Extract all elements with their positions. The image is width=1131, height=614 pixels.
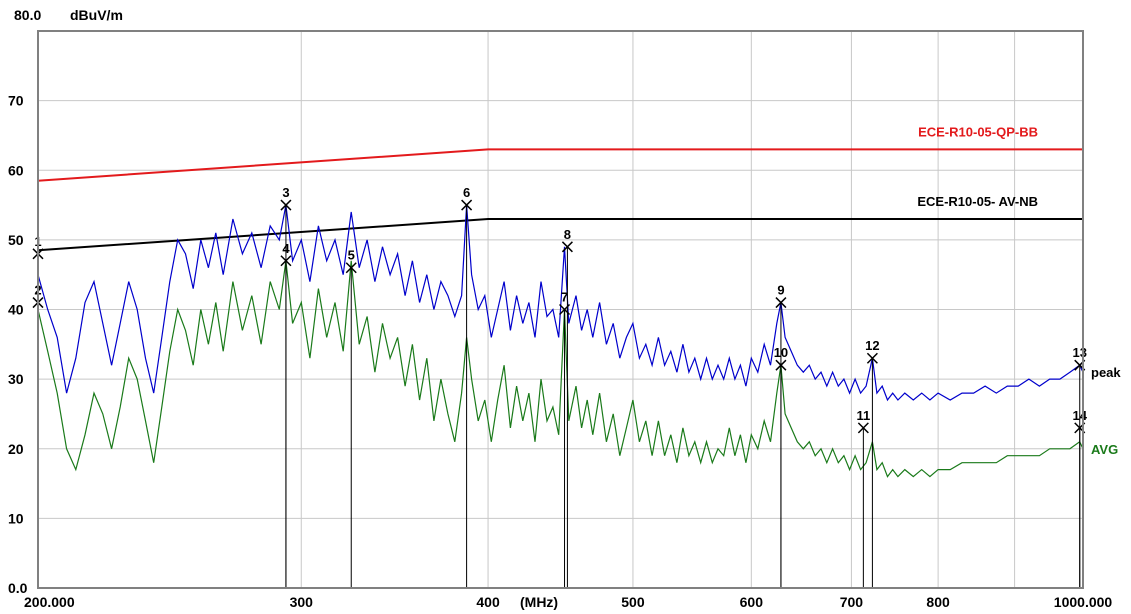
- marker-label: 14: [1073, 408, 1088, 423]
- marker-label: 3: [282, 185, 289, 200]
- x-tick-label: 800: [926, 594, 950, 610]
- series-label-peak: peak: [1091, 365, 1121, 380]
- x-tick-label: 200.000: [24, 594, 75, 610]
- limit-line-label: ECE-R10-05-QP-BB: [918, 124, 1038, 139]
- marker-label: 4: [282, 241, 290, 256]
- marker-label: 12: [865, 338, 879, 353]
- y-tick-label: 60: [8, 162, 24, 178]
- marker-label: 13: [1073, 345, 1087, 360]
- x-tick-label: 400: [476, 594, 500, 610]
- y-tick-label: 40: [8, 302, 24, 318]
- marker-label: 11: [856, 408, 870, 423]
- x-unit-label: (MHz): [520, 594, 558, 610]
- x-tick-label: 1000.000: [1054, 594, 1113, 610]
- marker-label: 10: [774, 345, 788, 360]
- y-tick-label: 10: [8, 510, 24, 526]
- x-tick-label: 500: [621, 594, 645, 610]
- series-label-avg: AVG: [1091, 442, 1118, 457]
- marker-label: 8: [564, 227, 571, 242]
- x-tick-label: 300: [290, 594, 314, 610]
- y-tick-label: 70: [8, 93, 24, 109]
- marker-label: 5: [348, 248, 355, 263]
- y-tick-label: 30: [8, 371, 24, 387]
- limit-line-label: ECE-R10-05- AV-NB: [917, 194, 1038, 209]
- y-unit-label: dBuV/m: [70, 7, 123, 23]
- x-tick-label: 700: [840, 594, 864, 610]
- y-max-label: 80.0: [14, 7, 41, 23]
- marker-label: 6: [463, 185, 470, 200]
- y-tick-label: 50: [8, 232, 24, 248]
- x-tick-label: 600: [740, 594, 764, 610]
- marker-label: 9: [777, 283, 784, 298]
- y-tick-label: 20: [8, 441, 24, 457]
